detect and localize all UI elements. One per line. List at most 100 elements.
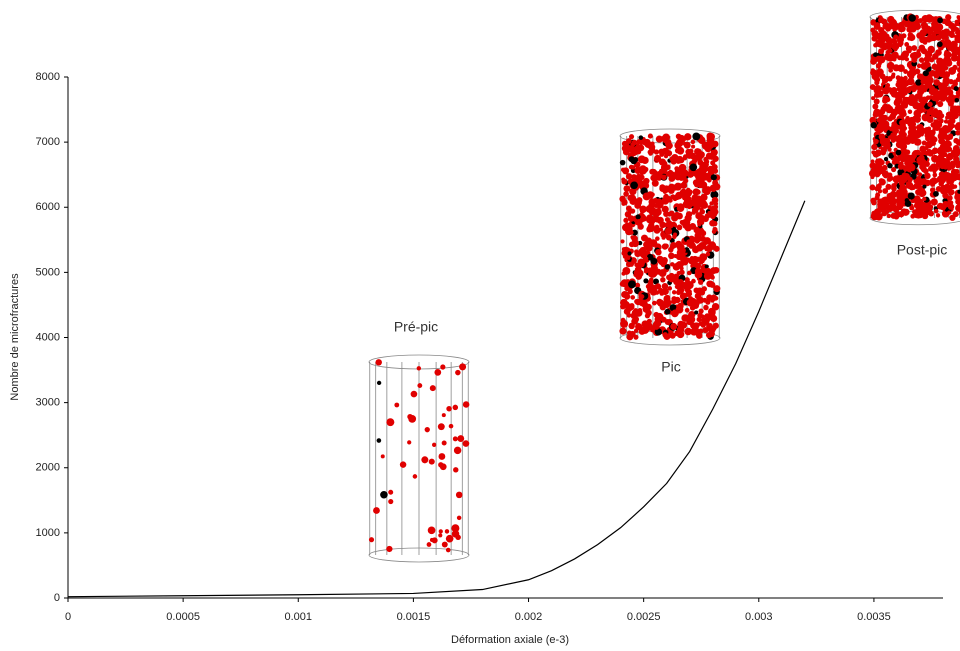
fracture-dot [915, 79, 922, 86]
fracture-dot [937, 17, 944, 24]
x-axis-label: Déformation axiale (e-3) [451, 634, 569, 646]
fracture-dot [388, 498, 394, 505]
fracture-dot [874, 186, 880, 192]
fracture-dot [922, 184, 927, 189]
fracture-dot [675, 243, 681, 249]
fracture-dot [684, 133, 692, 141]
fracture-dot [709, 184, 717, 192]
fracture-dot [714, 204, 719, 209]
fracture-dot [642, 192, 651, 201]
fracture-dot [653, 319, 662, 327]
fracture-dot [927, 101, 933, 107]
fracture-dot [891, 160, 897, 165]
fracture-dot [620, 239, 625, 244]
fracture-dot [689, 163, 698, 172]
fracture-dot [691, 278, 696, 284]
fracture-dot [919, 30, 927, 38]
fracture-dot [911, 122, 917, 127]
fracture-dot [666, 150, 673, 157]
fracture-dot [666, 211, 672, 217]
fracture-dot [872, 72, 879, 78]
fracture-dot [943, 119, 949, 124]
fracture-dot [665, 234, 672, 241]
fracture-dot [888, 67, 894, 73]
fracture-dot [902, 79, 909, 87]
fracture-dot [631, 258, 636, 263]
fracture-dot [923, 36, 929, 42]
fracture-dot [623, 217, 629, 223]
fracture-dot [920, 47, 928, 55]
fracture-dot [917, 187, 924, 194]
fracture-dot [698, 328, 704, 334]
fracture-dot [899, 161, 904, 166]
fracture-dot [659, 150, 664, 156]
fracture-dot [913, 178, 919, 184]
fracture-dot [639, 294, 645, 300]
fracture-dot [937, 100, 944, 108]
fracture-dot [943, 211, 948, 216]
fracture-dot [937, 65, 946, 74]
fracture-dot [695, 287, 704, 296]
fracture-dot [930, 198, 938, 206]
fracture-dot [915, 117, 920, 122]
fracture-dot [676, 146, 685, 155]
fracture-dot [924, 25, 932, 33]
fracture-dot [905, 45, 913, 52]
fracture-dot [452, 436, 458, 442]
fracture-dot [386, 545, 393, 553]
y-tick-label: 8000 [36, 71, 60, 83]
fracture-dot [646, 253, 654, 261]
y-tick-label: 3000 [36, 397, 60, 409]
fracture-dot [928, 36, 934, 42]
fracture-dot [661, 196, 670, 205]
fracture-dot [448, 423, 454, 429]
annotation: Post-pic [897, 242, 948, 258]
fracture-dot [707, 210, 712, 215]
fracture-dot [937, 23, 942, 29]
fracture-dot [621, 140, 628, 147]
fracture-dot [898, 26, 904, 33]
fracture-dot [686, 298, 695, 307]
fracture-dot [869, 84, 876, 91]
fracture-dot [429, 385, 436, 392]
fracture-dot [675, 305, 684, 314]
fracture-dot [649, 277, 654, 282]
fracture-dot [441, 413, 446, 418]
fracture-dot [653, 278, 659, 285]
fracture-dot [621, 178, 628, 185]
y-tick-label: 4000 [36, 331, 60, 343]
fracture-dot [670, 155, 677, 162]
fracture-dot [920, 79, 926, 85]
fracture-dot [674, 173, 682, 181]
fracture-dot [664, 217, 670, 223]
annotation: Pré-pic [394, 319, 438, 335]
fracture-dot [417, 383, 423, 388]
fracture-dot [942, 77, 951, 85]
fracture-dot [947, 111, 952, 116]
fracture-dot [661, 205, 669, 213]
fracture-dot [713, 285, 721, 293]
fracture-dot [677, 134, 686, 143]
fracture-dot [451, 524, 460, 533]
fracture-dot [869, 116, 877, 124]
fracture-dot [410, 390, 418, 398]
fracture-dot [666, 274, 672, 281]
fracture-dot [629, 187, 637, 196]
fracture-dot [924, 131, 933, 140]
fracture-dot [694, 310, 699, 315]
fracture-dot [686, 270, 692, 276]
fracture-dot [907, 109, 913, 114]
fracture-dot [914, 138, 922, 146]
fracture-dot [635, 323, 643, 331]
fracture-dot [627, 303, 635, 311]
fracture-dot [662, 332, 669, 338]
fracture-dot [947, 134, 953, 140]
fracture-dot [647, 282, 654, 290]
fracture-dot [954, 105, 960, 114]
fracture-dot [908, 14, 916, 22]
fracture-dot [712, 266, 720, 274]
fracture-dot [645, 244, 653, 252]
fracture-dot [627, 288, 633, 295]
fracture-dot [919, 164, 925, 170]
fracture-dot [919, 132, 924, 137]
